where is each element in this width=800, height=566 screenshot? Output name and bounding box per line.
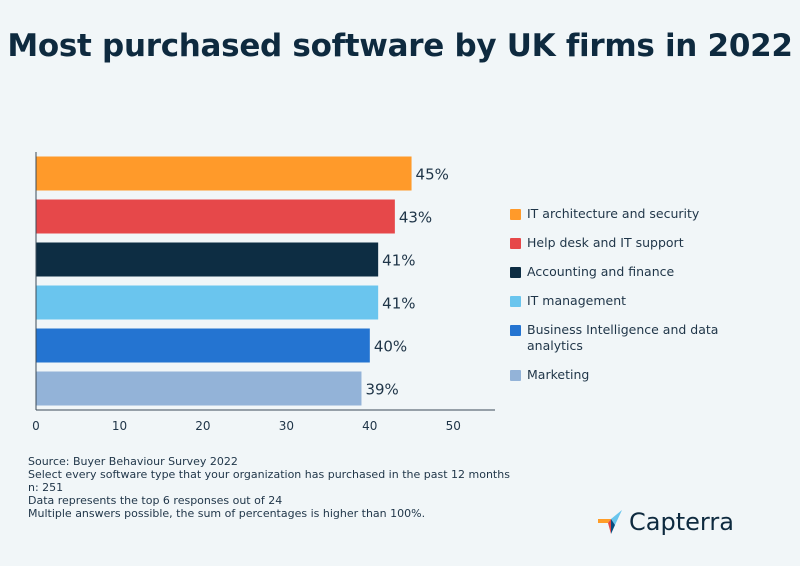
x-tick-label: 20 bbox=[195, 419, 210, 433]
legend-label: IT management bbox=[527, 293, 627, 308]
bar bbox=[36, 156, 412, 191]
chart-title: Most purchased software by UK firms in 2… bbox=[7, 28, 793, 64]
x-tick-label: 50 bbox=[446, 419, 461, 433]
legend-label: Marketing bbox=[527, 367, 590, 382]
legend-item: Business Intelligence and data analytics bbox=[510, 322, 750, 354]
legend-label: Business Intelligence and data analytics bbox=[527, 322, 719, 353]
bar bbox=[36, 371, 362, 406]
bar bbox=[36, 285, 379, 320]
legend-label: Accounting and finance bbox=[527, 264, 675, 279]
chart-notes: Source: Buyer Behaviour Survey 2022 Sele… bbox=[28, 455, 510, 520]
bar bbox=[36, 328, 370, 363]
question-note: Select every software type that your org… bbox=[28, 468, 510, 481]
legend-swatch bbox=[510, 267, 521, 278]
chart-legend: IT architecture and security Help desk a… bbox=[510, 206, 750, 396]
x-tick-label: 40 bbox=[362, 419, 377, 433]
x-tick-label: 0 bbox=[32, 419, 40, 433]
legend-item: Marketing bbox=[510, 367, 750, 383]
bar bbox=[36, 242, 379, 277]
multiple-answers-note: Multiple answers possible, the sum of pe… bbox=[28, 507, 426, 520]
bar-value-label: 43% bbox=[399, 209, 432, 227]
bar-value-label: 41% bbox=[382, 295, 415, 313]
source-note: Source: Buyer Behaviour Survey 2022 bbox=[28, 455, 238, 468]
sample-size-note: n: 251 bbox=[28, 481, 64, 494]
legend-label: IT architecture and security bbox=[527, 206, 700, 221]
bar-value-label: 39% bbox=[365, 381, 398, 399]
legend-swatch bbox=[510, 296, 521, 307]
responses-note: Data represents the top 6 responses out … bbox=[28, 494, 283, 507]
legend-label: Help desk and IT support bbox=[527, 235, 684, 250]
logo-text: Capterra bbox=[629, 508, 734, 536]
x-tick-label: 30 bbox=[279, 419, 294, 433]
legend-item: Help desk and IT support bbox=[510, 235, 750, 251]
legend-swatch bbox=[510, 370, 521, 381]
legend-item: IT architecture and security bbox=[510, 206, 750, 222]
capterra-logo-icon bbox=[598, 510, 622, 534]
bar bbox=[36, 199, 395, 234]
bar-value-label: 40% bbox=[374, 338, 407, 356]
bar-value-label: 41% bbox=[382, 252, 415, 270]
legend-swatch bbox=[510, 238, 521, 249]
bar-value-label: 45% bbox=[416, 166, 449, 184]
legend-swatch bbox=[510, 209, 521, 220]
x-tick-label: 10 bbox=[112, 419, 127, 433]
legend-item: Accounting and finance bbox=[510, 264, 750, 280]
legend-swatch bbox=[510, 325, 521, 336]
capterra-logo: Capterra bbox=[598, 508, 734, 536]
legend-item: IT management bbox=[510, 293, 750, 309]
